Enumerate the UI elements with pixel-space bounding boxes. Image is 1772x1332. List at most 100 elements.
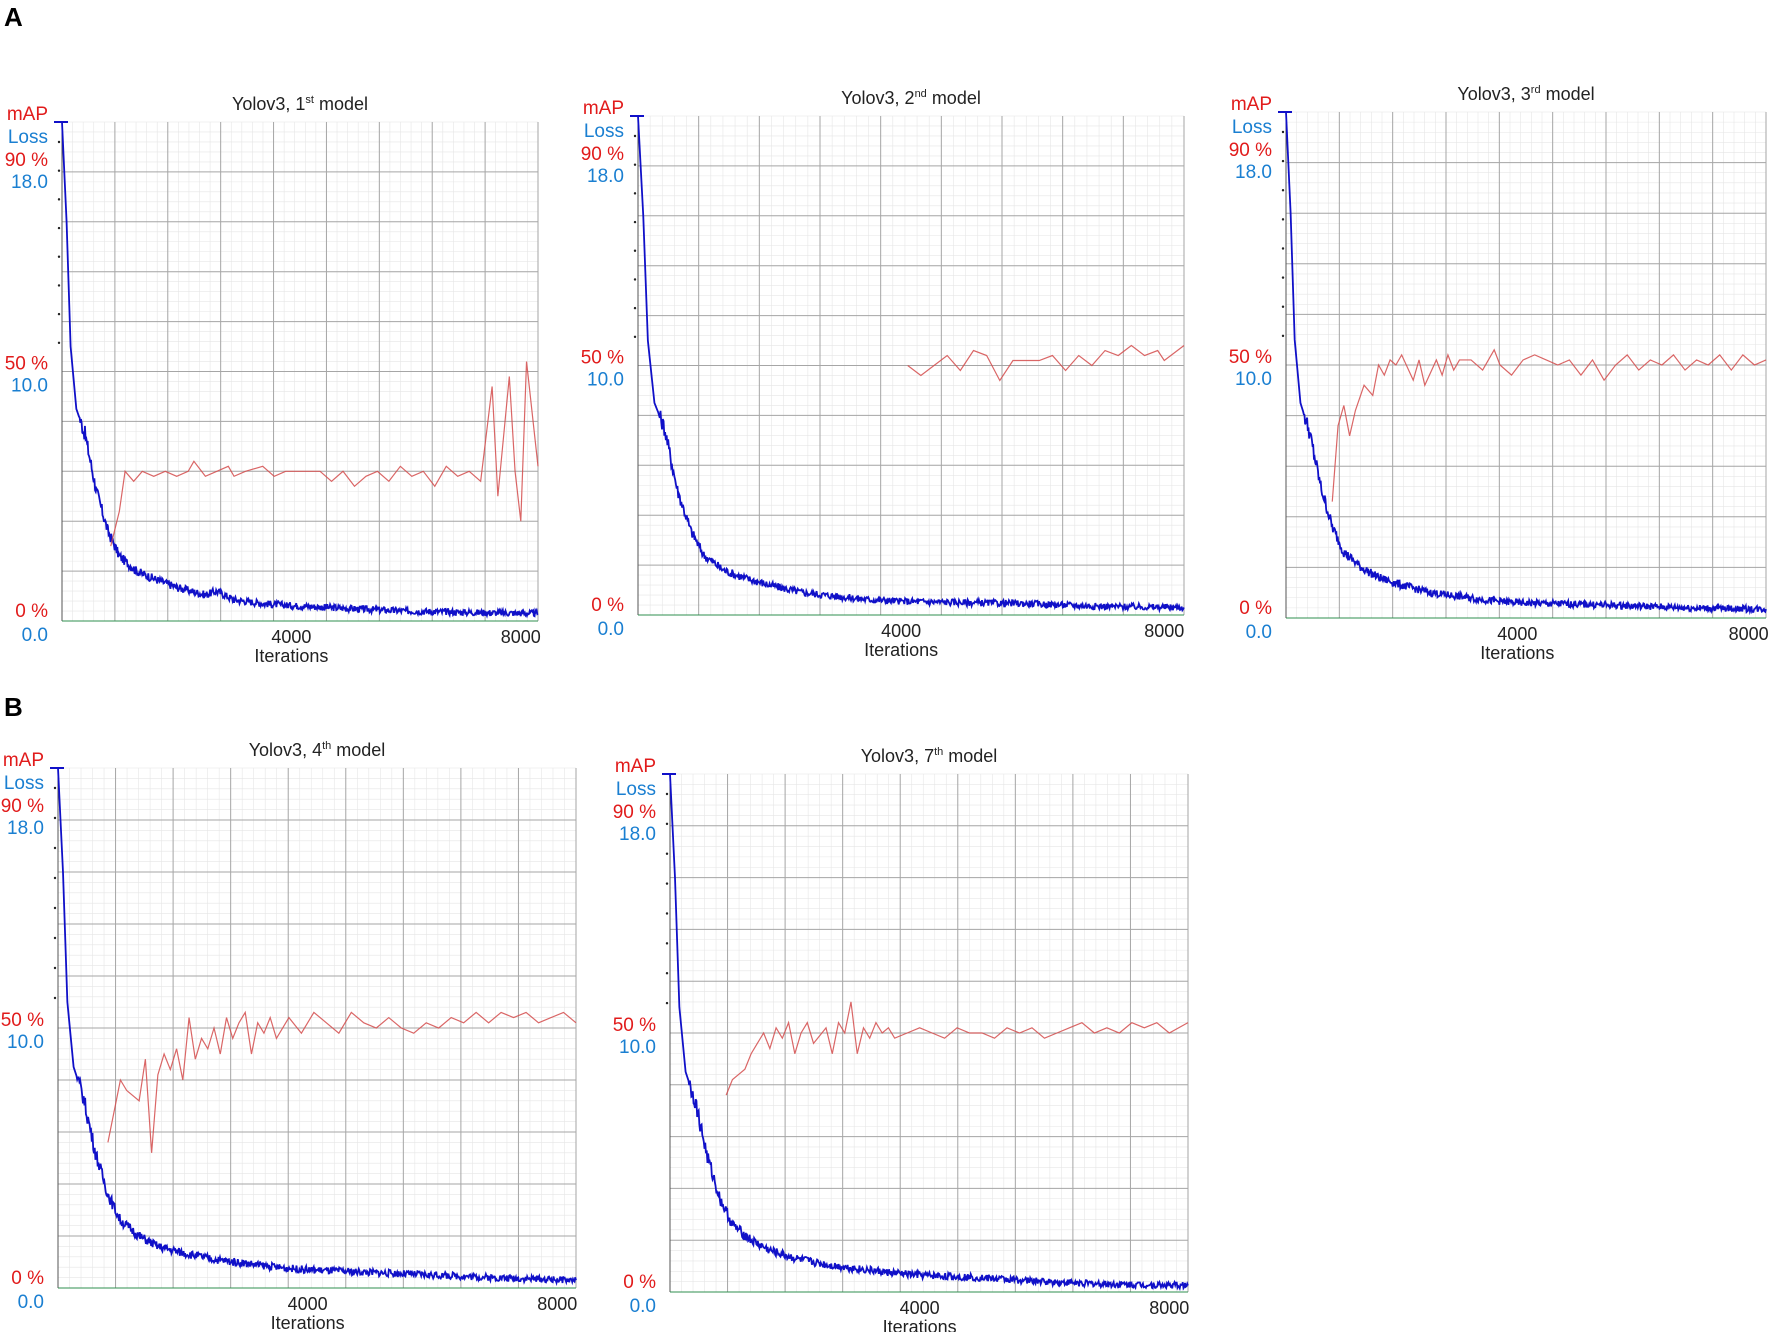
x-tick-8000: 8000: [1729, 624, 1769, 644]
tick-loss-10: 10.0: [587, 370, 624, 391]
chart-title-sup: rd: [1531, 84, 1541, 96]
x-tick-4000: 4000: [288, 1294, 328, 1314]
chart-1st-model: mAP Loss 90 % 18.0 50 % 10.0 0 % 0.0 Yolov3, 1st…: [0, 50, 542, 666]
label-map: mAP: [615, 756, 656, 777]
x-axis-label: Iterations: [254, 646, 328, 666]
tick-loss-0: 0.0: [598, 619, 624, 640]
x-tick-8000: 8000: [537, 1294, 577, 1314]
x-tick-8000: 8000: [1149, 1298, 1189, 1318]
tick-map-90: 90 %: [1229, 140, 1272, 161]
tick-map-0: 0 %: [1239, 598, 1272, 619]
chart-7th-model: mAP Loss 90 % 18.0 50 % 10.0 0 % 0.0 Yolov3, 7th…: [612, 740, 1192, 1332]
chart-title: Yolov3, 3rd model: [1457, 84, 1594, 104]
tick-map-0: 0 %: [11, 1268, 44, 1289]
label-loss: Loss: [584, 121, 624, 142]
chart-title-main: Yolov3, 1: [232, 94, 305, 114]
chart-4th-model: mAP Loss 90 % 18.0 50 % 10.0 0 % 0.0 Yolov3, 4th…: [0, 740, 580, 1332]
tick-loss-10: 10.0: [619, 1037, 656, 1058]
tick-map-0: 0 %: [15, 601, 48, 622]
tick-loss-10: 10.0: [11, 376, 48, 397]
x-tick-4000: 4000: [900, 1298, 940, 1318]
chart-3rd-model: mAP Loss 90 % 18.0 50 % 10.0 0 % 0.0 Yolov3, 3rd…: [1226, 44, 1772, 663]
label-loss: Loss: [1232, 117, 1272, 138]
map-curve: [110, 361, 539, 547]
map-curve: [725, 1001, 1189, 1096]
x-tick-4000: 4000: [881, 621, 921, 641]
chart-title-main: Yolov3, 7: [861, 746, 934, 766]
tick-loss-0: 0.0: [630, 1296, 656, 1317]
tick-map-90: 90 %: [1, 796, 44, 817]
chart-title-main: Yolov3, 3: [1457, 84, 1530, 104]
early-loss-dots: [53, 786, 57, 1000]
loss-curve: [61, 121, 539, 619]
early-loss-dots: [57, 140, 61, 345]
x-tick-8000: 8000: [501, 627, 541, 647]
map-curve: [1331, 348, 1767, 502]
loss-curve: [57, 767, 577, 1287]
chart-title: Yolov3, 4th model: [249, 740, 386, 760]
early-loss-dots: [665, 792, 669, 1005]
chart-title-main: Yolov3, 4: [249, 740, 322, 760]
x-tick-4000: 4000: [1497, 624, 1537, 644]
tick-loss-10: 10.0: [7, 1032, 44, 1053]
tick-loss-18: 18.0: [619, 824, 656, 845]
major-grid: [1286, 112, 1767, 619]
chart-title-sup: th: [322, 740, 331, 752]
tick-map-50: 50 %: [1229, 347, 1272, 368]
chart-title-main: Yolov3, 2: [841, 88, 914, 108]
early-loss-dots: [1281, 130, 1285, 338]
tick-loss-0: 0.0: [18, 1292, 44, 1313]
x-axis-label: Iterations: [864, 640, 938, 660]
tick-map-90: 90 %: [613, 802, 656, 823]
major-grid: [62, 122, 539, 622]
label-loss: Loss: [4, 773, 44, 794]
tick-map-0: 0 %: [591, 595, 624, 616]
label-loss: Loss: [8, 127, 48, 148]
panel-label-b: B: [4, 692, 23, 722]
tick-map-50: 50 %: [1, 1010, 44, 1031]
tick-loss-18: 18.0: [7, 818, 44, 839]
chart-title-tail: model: [927, 88, 981, 108]
x-axis-label: Iterations: [883, 1317, 957, 1332]
chart-title-sup: th: [934, 746, 943, 758]
chart-title-sup: st: [305, 94, 314, 106]
chart-title-sup: nd: [915, 88, 927, 100]
tick-loss-0: 0.0: [1246, 622, 1272, 643]
label-map: mAP: [1231, 94, 1272, 115]
map-curve: [107, 1010, 577, 1153]
tick-loss-10: 10.0: [1235, 369, 1272, 390]
chart-title: Yolov3, 2nd model: [841, 88, 981, 108]
tick-map-0: 0 %: [623, 1272, 656, 1293]
label-map: mAP: [7, 104, 48, 125]
chart-title-tail: model: [1541, 84, 1595, 104]
tick-loss-18: 18.0: [1235, 162, 1272, 183]
tick-loss-0: 0.0: [22, 625, 48, 646]
major-grid: [58, 768, 577, 1289]
major-grid: [670, 774, 1189, 1293]
tick-loss-18: 18.0: [11, 172, 48, 193]
chart-title: Yolov3, 7th model: [861, 746, 998, 766]
loss-curve: [1285, 111, 1767, 616]
label-map: mAP: [3, 750, 44, 771]
x-tick-8000: 8000: [1144, 621, 1184, 641]
tick-map-90: 90 %: [5, 150, 48, 171]
chart-title: Yolov3, 1st model: [232, 94, 368, 114]
map-curve: [907, 344, 1185, 382]
tick-map-90: 90 %: [581, 144, 624, 165]
tick-map-50: 50 %: [581, 348, 624, 369]
major-grid: [638, 116, 1185, 616]
label-map: mAP: [583, 98, 624, 119]
x-axis-label: Iterations: [1480, 643, 1554, 663]
tick-map-50: 50 %: [5, 354, 48, 375]
tick-map-50: 50 %: [613, 1015, 656, 1036]
chart-2nd-model: mAP Loss 90 % 18.0 50 % 10.0 0 % 0.0 Yolov3, 2nd…: [572, 44, 1192, 660]
x-axis-label: Iterations: [271, 1313, 345, 1332]
panel-label-a: A: [4, 2, 23, 32]
tick-loss-18: 18.0: [587, 166, 624, 187]
loss-curve: [637, 115, 1185, 614]
chart-title-tail: model: [943, 746, 997, 766]
